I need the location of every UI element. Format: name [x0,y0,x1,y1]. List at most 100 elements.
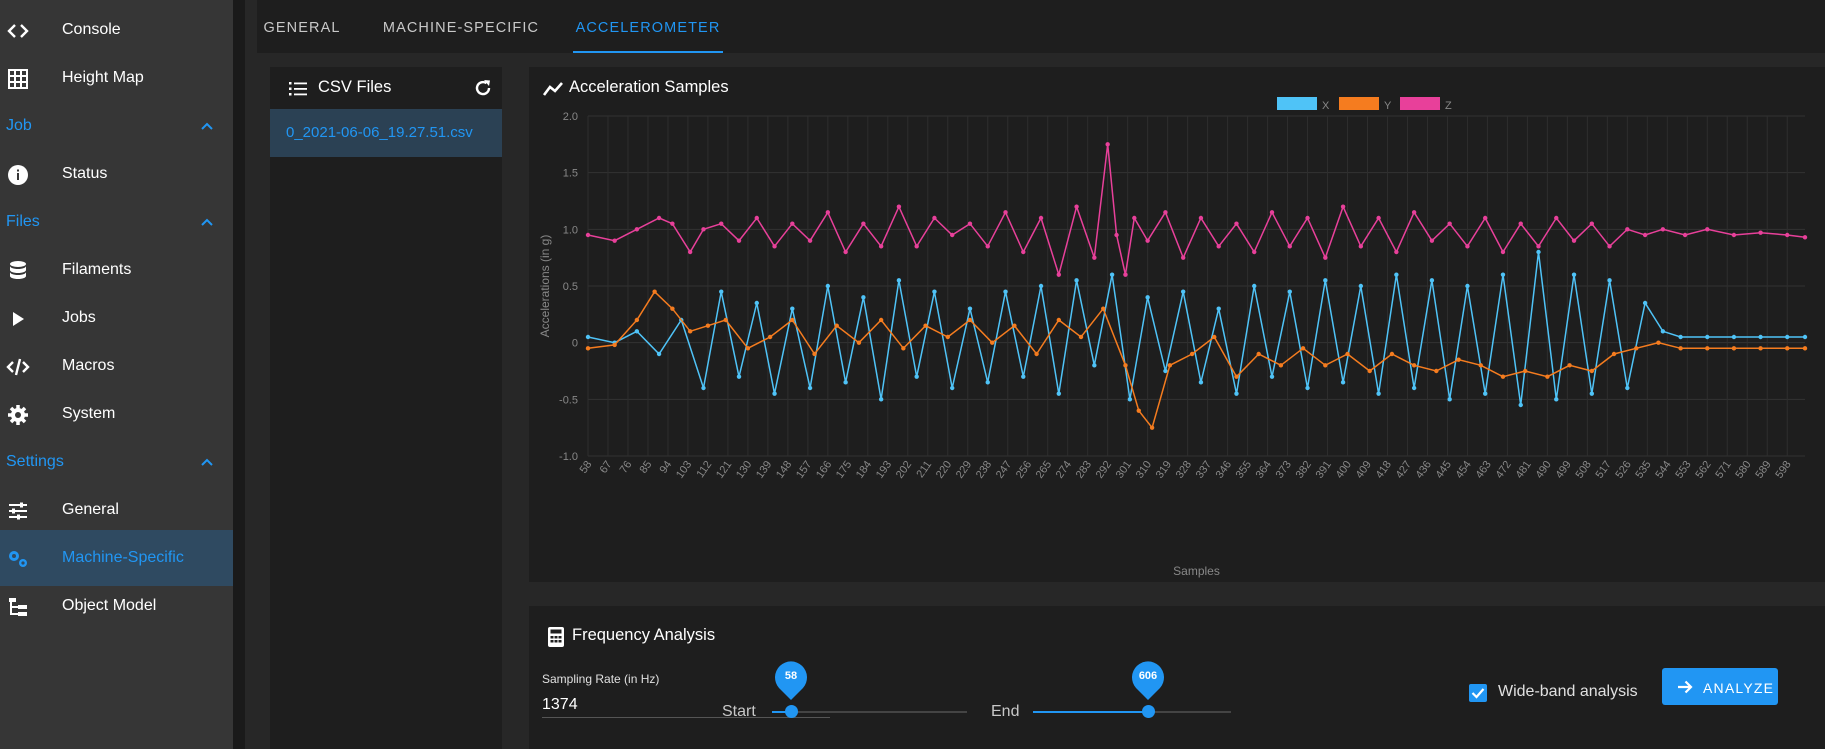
data-point-z [1216,244,1221,249]
end-value-bubble: 606 [1132,660,1164,700]
x-tick-label: 373 [1274,459,1294,481]
sidebar-item-status[interactable]: Status [0,146,233,202]
data-point-y [1656,340,1661,345]
data-point-y [834,323,839,328]
start-slider-track[interactable] [772,711,967,713]
sampling-rate-input[interactable] [542,688,830,718]
sidebar-item-system[interactable]: System [0,386,233,442]
sidebar-group-label: Files [6,213,40,230]
tab-machine-specific-plugins[interactable]: MACHINE-SPECIFIC PLUGINS [382,20,540,92]
data-point-y [1123,363,1128,368]
analyze-button[interactable]: ANALYZE [1662,668,1778,705]
data-point-x [790,306,795,311]
sidebar-group-job[interactable]: Job [0,98,233,154]
legend-swatch-x [1277,97,1317,110]
x-tick-label: 157 [794,459,814,481]
play-icon [6,307,30,331]
data-point-x [1554,397,1559,402]
data-point-y [1411,363,1417,368]
data-point-x [825,283,831,289]
data-point-y [1802,346,1808,351]
data-point-x [1607,278,1612,283]
x-tick-label: 202 [894,459,914,481]
wide-band-checkbox[interactable] [1469,684,1487,702]
data-point-z [1518,221,1523,226]
end-slider-thumb[interactable] [1142,705,1155,718]
refresh-icon[interactable] [473,78,493,98]
acceleration-chart: 2.0 1.5 1.0 0.5 0 -0.5 -1.058 67 76 85 94 103 112 121… [538,97,1808,578]
x-tick-label: 292 [1094,459,1114,481]
data-point-z [1340,204,1346,209]
csv-files-title: CSV Files [318,78,392,96]
data-point-y [1678,346,1683,351]
x-tick-label: 256 [1014,459,1034,481]
x-tick-label: 184 [854,459,874,481]
data-point-y [1500,374,1506,379]
start-slider-fill [772,711,791,713]
sidebar-group-files[interactable]: Files [0,194,233,250]
x-tick-label: 535 [1633,459,1653,481]
sidebar-item-object-model[interactable]: Object Model [0,578,233,634]
csv-file-item[interactable]: 0_2021-06-06_19.27.51.csv [270,109,502,157]
data-point-y [1478,363,1483,368]
sidebar-item-label: Jobs [62,309,96,326]
data-point-y [1034,351,1039,357]
x-tick-label: 445 [1434,459,1454,481]
data-point-z [1114,232,1119,238]
wide-band-label[interactable]: Wide-band analysis [1498,683,1638,700]
data-point-x [772,391,777,396]
calculator-icon [547,626,565,648]
sidebar-item-height-map[interactable]: Height Map [0,50,233,106]
gears-icon [6,547,30,571]
x-tick-label: 454 [1454,459,1474,481]
data-point-y [790,317,795,323]
sidebar-item-general[interactable]: General [0,482,233,538]
data-point-y [1611,351,1617,357]
sidebar-item-machine-specific[interactable]: Machine-Specific [0,530,233,586]
tab-general[interactable]: GENERAL [263,20,341,36]
data-point-y [1705,346,1710,351]
data-point-y [687,329,693,334]
x-tick-label: 337 [1194,459,1214,481]
sidebar-item-macros[interactable]: Macros [0,338,233,394]
data-point-x [1394,272,1399,277]
tab-accelerometer[interactable]: ACCELEROMETER [573,0,723,53]
start-slider-thumb[interactable] [785,705,798,718]
data-point-z [1252,249,1257,255]
sidebar-group-settings[interactable]: Settings [0,434,233,490]
data-point-x [843,380,848,385]
data-point-z [754,215,759,221]
sidebar-item-filaments[interactable]: Filaments [0,242,233,298]
data-point-y [923,323,928,328]
x-tick-label: 571 [1713,459,1733,481]
data-point-z [1305,215,1310,221]
sidebar-item-jobs[interactable]: Jobs [0,290,233,346]
sidebar-item-label: Filaments [62,261,132,278]
data-point-x [1305,385,1310,391]
data-point-x [1429,278,1435,283]
data-point-z [1536,244,1541,249]
x-tick-label: 364 [1254,459,1274,481]
data-point-z [1287,244,1292,249]
file-tree-icon [6,595,30,619]
x-tick-label: 238 [974,459,994,481]
data-point-z [585,232,591,238]
x-tick-label: 283 [1074,459,1094,481]
data-point-y [1567,363,1572,368]
data-point-z [612,238,617,243]
data-point-y [767,334,773,340]
data-point-y [1256,351,1261,357]
sidebar-item-label: Object Model [62,597,157,614]
legend-swatch-z [1400,97,1440,110]
x-tick-label: 427 [1394,459,1414,481]
data-point-z [932,215,937,221]
sidebar-item-console[interactable]: Console [0,2,233,58]
data-point-x [950,385,955,391]
data-point-x [1376,391,1381,396]
x-tick-label: 76 [618,459,635,476]
data-point-x [896,278,902,283]
data-point-z [1180,255,1186,260]
x-tick-label: 58 [578,459,595,476]
x-tick-label: 130 [734,459,754,481]
data-point-z [1682,232,1688,238]
